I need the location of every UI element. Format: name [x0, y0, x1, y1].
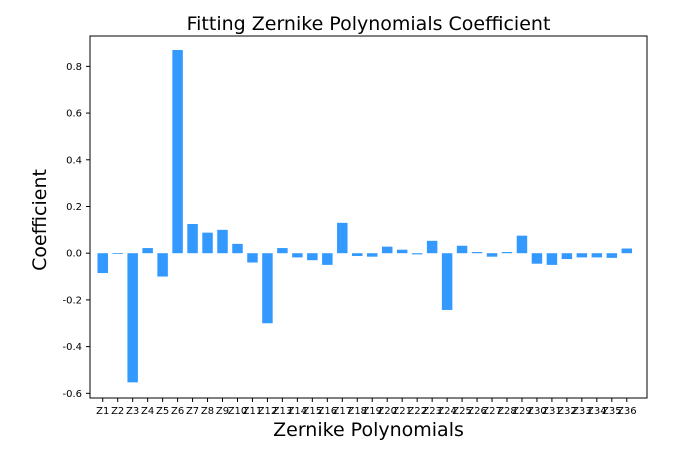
bar-z32 — [561, 253, 573, 260]
bar-z3 — [127, 253, 138, 383]
bar-z1 — [97, 253, 108, 274]
x-tick-label: Z2 — [111, 406, 124, 417]
x-tick-label: Z30 — [527, 406, 547, 417]
x-tick-label: Z15 — [303, 406, 323, 417]
x-tick-label: Z5 — [156, 406, 169, 417]
chart-title: Fitting Zernike Polynomials Coefficient — [187, 13, 551, 35]
bar-z5 — [157, 253, 168, 277]
x-tick-label: Z31 — [542, 406, 562, 417]
x-tick-label: Z24 — [437, 406, 457, 417]
y-tick-label: -0.6 — [62, 389, 82, 400]
bar-z15 — [307, 253, 318, 261]
bar-z12 — [262, 253, 273, 324]
y-tick-label: 0.4 — [66, 155, 82, 166]
bar-z24 — [441, 253, 453, 310]
bar-z36 — [621, 248, 633, 254]
bar-z33 — [576, 253, 588, 258]
bar-z10 — [232, 243, 243, 254]
x-tick-label: Z14 — [288, 406, 308, 417]
x-tick-label: Z34 — [587, 406, 607, 417]
bar-z16 — [322, 253, 333, 265]
x-tick-label: Z4 — [141, 406, 154, 417]
bar-z23 — [426, 240, 438, 254]
x-tick-label: Z26 — [467, 406, 487, 417]
y-tick-label: 0.2 — [66, 202, 82, 213]
bar-z21 — [396, 249, 408, 254]
bar-z6 — [172, 50, 183, 254]
bar-z18 — [352, 253, 363, 256]
bar-z7 — [187, 224, 198, 254]
bar-z31 — [546, 253, 558, 265]
bar-z25 — [456, 245, 468, 254]
x-tick-label: Z8 — [201, 406, 214, 417]
y-axis: -0.6 -0.4 -0.2 0.0 0.2 0.4 0.6 0.8 — [62, 62, 90, 400]
x-axis-title: Zernike Polynomials — [273, 419, 464, 441]
x-tick-label: Z13 — [273, 406, 293, 417]
bar-z27 — [486, 253, 498, 257]
x-tick-label: Z22 — [407, 406, 427, 417]
x-tick-label: Z25 — [452, 406, 472, 417]
bar-z8 — [202, 232, 213, 254]
bar-z2 — [112, 253, 123, 254]
x-tick-label: Z17 — [333, 406, 353, 417]
bar-z30 — [531, 253, 543, 264]
y-tick-label: 0.8 — [66, 62, 82, 73]
y-tick-label: 0.0 — [66, 249, 82, 260]
x-tick-label: Z35 — [602, 406, 622, 417]
bar-z35 — [606, 253, 618, 258]
bar-z19 — [367, 253, 378, 257]
y-tick-label: -0.2 — [62, 295, 82, 306]
x-tick-label: Z32 — [557, 406, 577, 417]
x-tick-label: Z29 — [512, 406, 532, 417]
y-tick-label: -0.4 — [62, 342, 82, 353]
bar-z26 — [471, 252, 483, 254]
x-tick-label: Z20 — [377, 406, 397, 417]
x-tick-label: Z6 — [171, 406, 184, 417]
x-axis: Z1 Z2 Z3 Z4 Z5 Z6 Z7 Z8 Z9Z10Z11Z12Z13Z14Z15Z16Z… — [96, 398, 637, 417]
x-tick-label: Z7 — [186, 406, 199, 417]
x-tick-label: Z9 — [216, 406, 229, 417]
x-tick-label: Z18 — [347, 406, 367, 417]
bar-z29 — [516, 235, 528, 254]
plot-frame — [89, 35, 648, 399]
x-tick-label: Z16 — [318, 406, 338, 417]
bar-z20 — [381, 246, 393, 254]
bar-z11 — [247, 253, 258, 263]
x-tick-label: Z28 — [497, 406, 517, 417]
y-tick-label: 0.6 — [66, 109, 82, 120]
bar-z17 — [337, 222, 348, 254]
x-tick-label: Z1 — [96, 406, 109, 417]
x-tick-label: Z19 — [362, 406, 382, 417]
bar-z22 — [411, 253, 423, 255]
x-tick-label: Z11 — [243, 406, 263, 417]
x-tick-label: Z3 — [126, 406, 139, 417]
bar-z34 — [591, 253, 603, 258]
bars-group — [97, 50, 633, 383]
x-tick-label: Z12 — [258, 406, 278, 417]
x-tick-label: Z36 — [617, 406, 637, 417]
x-tick-label: Z27 — [482, 406, 502, 417]
x-tick-label: Z10 — [228, 406, 248, 417]
bar-z9 — [217, 229, 228, 254]
y-axis-title: Coefficient — [29, 169, 51, 271]
x-tick-label: Z23 — [422, 406, 442, 417]
x-tick-label: Z21 — [392, 406, 412, 417]
bar-z13 — [277, 248, 288, 254]
x-tick-label: Z33 — [572, 406, 592, 417]
bar-z28 — [501, 252, 513, 254]
bar-z4 — [142, 248, 153, 254]
bar-z14 — [292, 253, 303, 258]
